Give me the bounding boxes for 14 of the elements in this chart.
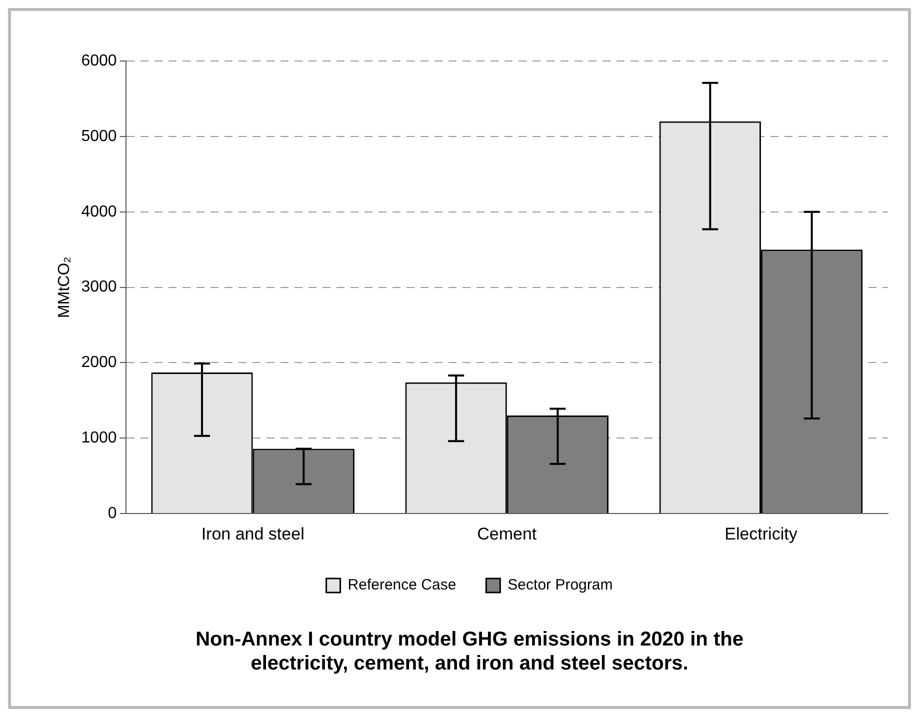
- y-tick-label: 5000: [81, 128, 117, 145]
- y-tick-label: 1000: [81, 430, 117, 447]
- y-tick-label: 6000: [81, 52, 117, 70]
- x-tick-label: Electricity: [724, 524, 798, 544]
- y-tick-label: 3000: [81, 278, 117, 296]
- text: Non-Annex I country model GHG emissions in 2020 in the electricity, cement, and iron and steel sectors.: [196, 628, 744, 675]
- y-tick-label: 0: [108, 505, 117, 522]
- x-tick-label: Iron and steel: [201, 524, 304, 544]
- x-tick-label: Cement: [477, 524, 537, 544]
- y-axis-title: MMtCO₂: [56, 256, 74, 318]
- legend-label: Reference Case: [348, 576, 456, 594]
- y-tick-label: 2000: [81, 354, 117, 372]
- legend-label: Sector Program: [508, 576, 613, 594]
- y-tick-label: 4000: [81, 203, 117, 220]
